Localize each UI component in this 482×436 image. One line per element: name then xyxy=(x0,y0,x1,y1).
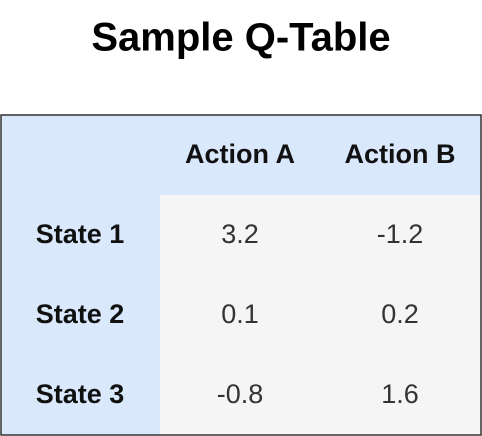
row-header: State 2 xyxy=(36,299,125,329)
table-cells: Action A Action B State 1 3.2 -1.2 State 2 0.1… xyxy=(36,139,456,409)
column-header: Action B xyxy=(345,139,456,169)
cell-value: 0.1 xyxy=(221,299,259,329)
value-area xyxy=(160,195,481,435)
cell-value: -1.2 xyxy=(377,219,424,249)
row-header: State 1 xyxy=(36,219,125,249)
table-border xyxy=(0,114,482,436)
cell-value: -0.8 xyxy=(217,379,264,409)
cell-value: 1.6 xyxy=(381,379,419,409)
cell-value: 3.2 xyxy=(221,219,259,249)
title: Sample Q-Table xyxy=(91,16,390,60)
column-header: Action A xyxy=(185,139,295,169)
cell-value: 0.2 xyxy=(381,299,419,329)
row-header: State 3 xyxy=(36,379,125,409)
